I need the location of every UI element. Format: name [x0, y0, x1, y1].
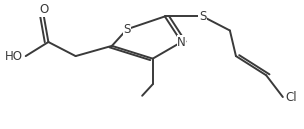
Text: N: N: [177, 35, 186, 49]
Text: HO: HO: [5, 50, 23, 63]
Text: O: O: [39, 3, 48, 16]
Text: S: S: [199, 10, 206, 23]
Text: Cl: Cl: [286, 91, 298, 103]
Text: S: S: [123, 23, 131, 36]
